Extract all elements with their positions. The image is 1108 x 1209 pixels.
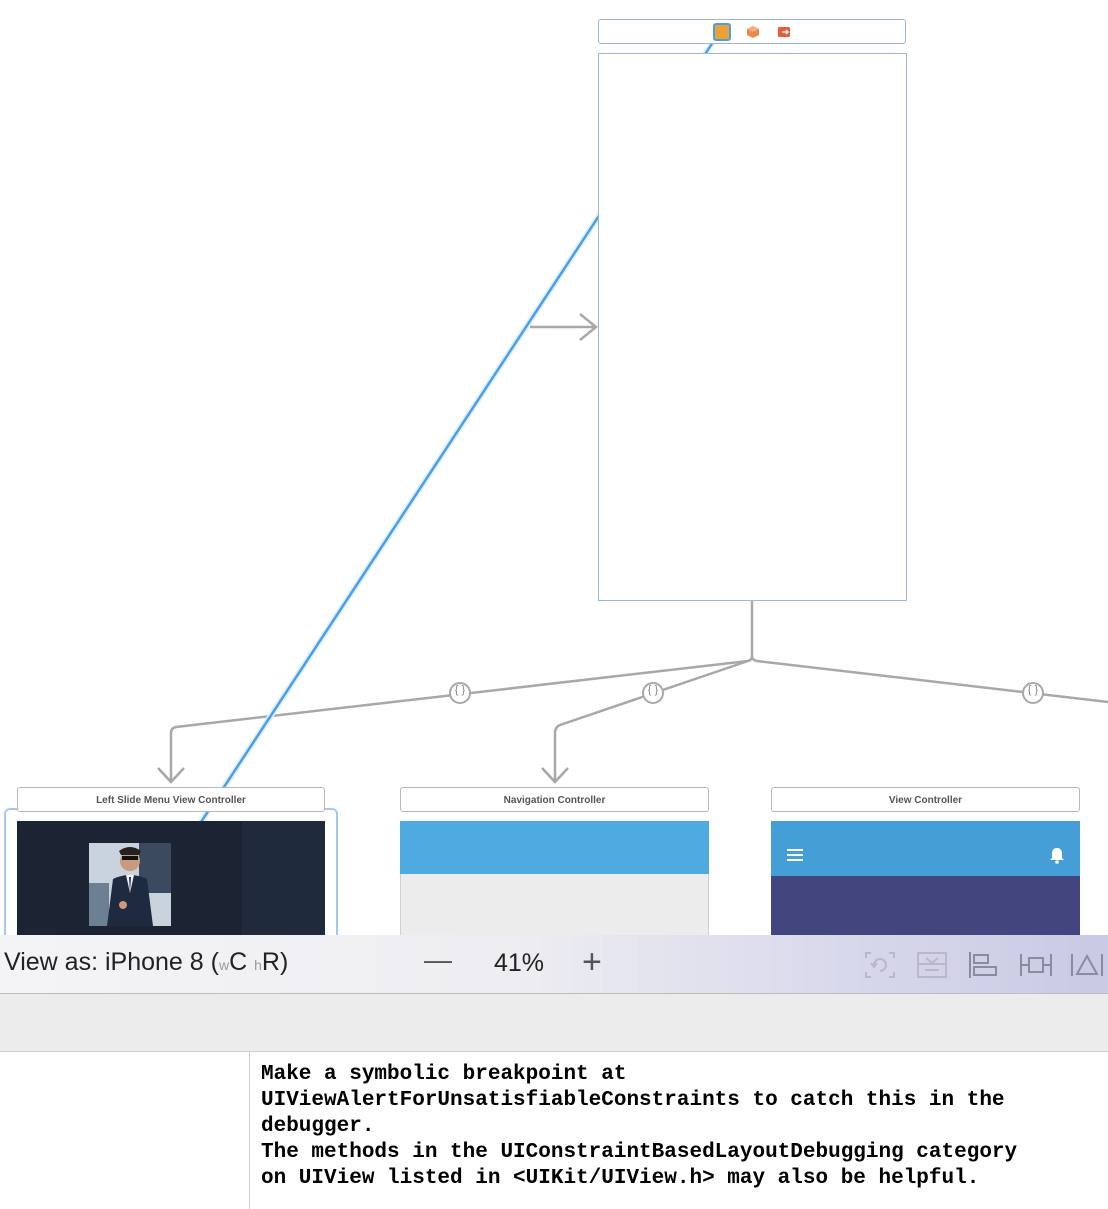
size-class-h: h: [254, 957, 262, 973]
embed-in-stack-icon[interactable]: [915, 950, 949, 980]
segue-badge-left: [449, 682, 471, 704]
hamburger-menu-icon[interactable]: [787, 849, 803, 861]
resolve-issues-icon[interactable]: [1070, 950, 1104, 980]
profile-photo-image[interactable]: [89, 843, 171, 926]
storyboard-canvas[interactable]: { } { } { } Left Slide Menu View Control…: [0, 0, 1108, 935]
view-as-device-button[interactable]: View as: iPhone 8 (wC hR): [4, 948, 288, 977]
variables-view: [0, 1052, 250, 1209]
zoom-out-button[interactable]: —: [424, 944, 452, 975]
add-constraints-icon[interactable]: [1019, 950, 1053, 980]
scene-dock-top[interactable]: [598, 19, 906, 44]
bell-icon[interactable]: [1048, 846, 1066, 864]
size-class-c: C: [229, 948, 248, 976]
menu-side-panel: [242, 821, 325, 935]
vc-body: [771, 876, 1080, 935]
size-class-w: w: [218, 957, 230, 973]
segue-badge-middle: [642, 682, 664, 704]
navigation-bar: [400, 821, 709, 874]
vc-header-bar: [771, 821, 1080, 876]
arrowhead-middle: [541, 767, 569, 784]
scene-title-left-slide-menu[interactable]: Left Slide Menu View Controller: [17, 787, 325, 812]
scene-title-view-controller[interactable]: View Controller: [771, 787, 1080, 812]
segue-badge-label-middle: { }: [647, 684, 659, 696]
segue-badge-label-right: { }: [1027, 684, 1039, 696]
zoom-level: 41%: [494, 949, 545, 977]
zoom-in-button[interactable]: +: [582, 943, 602, 981]
first-responder-icon[interactable]: [745, 24, 761, 40]
debug-bar: [0, 994, 1108, 1052]
arrowhead-left: [157, 767, 185, 784]
exit-icon[interactable]: [776, 24, 792, 40]
view-controller-scene[interactable]: [771, 821, 1080, 935]
segue-line-middle: [553, 659, 749, 780]
scene-title-navigation-controller[interactable]: Navigation Controller: [400, 787, 709, 812]
navigation-controller-scene[interactable]: [400, 821, 709, 935]
view-as-suffix: ): [279, 948, 289, 976]
size-class-r: R: [261, 948, 280, 976]
left-slide-menu-scene[interactable]: [17, 821, 325, 935]
update-frames-icon[interactable]: [863, 950, 897, 980]
segue-badge-right: [1022, 682, 1044, 704]
console-output: Make a symbolic breakpoint at UIViewAler…: [261, 1063, 1018, 1190]
segue-line-right: [750, 655, 1108, 704]
initial-scene-arrow: [530, 313, 598, 341]
view-as-label: View as: iPhone 8 (: [4, 948, 219, 976]
view-controller-icon[interactable]: [713, 23, 731, 41]
align-icon[interactable]: [967, 950, 1001, 980]
segue-badge-label-left: { }: [454, 684, 466, 696]
navigation-body: [400, 874, 709, 935]
container-view-controller-view[interactable]: [598, 53, 907, 601]
